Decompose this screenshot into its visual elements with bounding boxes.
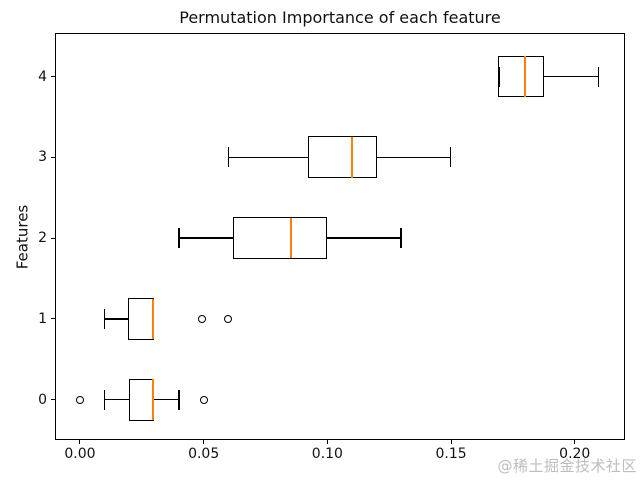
y-tick: [51, 318, 55, 320]
y-tick-label: 0: [38, 391, 47, 408]
x-tick: [574, 440, 576, 444]
median-line: [289, 217, 292, 259]
whisker-cap-high: [400, 228, 402, 249]
whisker-cap-high: [178, 389, 180, 410]
x-tick: [326, 440, 328, 444]
whisker-cap-low: [178, 228, 180, 249]
y-tick-label: 4: [38, 68, 47, 85]
x-tick-label: 0.10: [311, 446, 343, 462]
watermark: @稀土掘金技术社区: [497, 457, 637, 475]
y-tick: [51, 399, 55, 401]
median-line: [350, 137, 353, 178]
boxplot-feature-0: [128, 378, 154, 421]
y-tick-label: 2: [38, 230, 47, 247]
whisker-low-line: [104, 398, 130, 401]
y-tick: [51, 156, 55, 158]
median-line: [151, 379, 154, 420]
whisker-high-line: [152, 398, 179, 401]
y-tick: [51, 237, 55, 239]
x-tick: [203, 440, 205, 444]
whisker-low-line: [178, 237, 234, 239]
whisker-cap-low: [104, 308, 106, 329]
median-line: [524, 56, 527, 97]
chart-title: Permutation Importance of each feature: [179, 8, 501, 27]
whisker-high-line: [326, 237, 401, 239]
y-tick: [51, 76, 55, 78]
x-tick-label: 0.05: [188, 446, 220, 462]
median-line: [151, 298, 154, 340]
boxplot-feature-1: [127, 297, 154, 340]
outlier-marker: [75, 395, 84, 404]
boxplot-feature-3: [308, 136, 377, 179]
x-tick: [79, 440, 81, 444]
outlier-marker: [224, 314, 233, 323]
x-tick-label: 0.20: [559, 446, 591, 462]
boxplot-feature-4: [498, 55, 544, 98]
whisker-cap-high: [598, 66, 600, 87]
whisker-low-line: [104, 318, 129, 320]
x-tick-label: 0.00: [64, 446, 96, 462]
x-tick-label: 0.15: [435, 446, 467, 462]
whisker-low-line: [228, 156, 309, 159]
y-tick-label: 3: [38, 149, 47, 166]
x-tick: [450, 440, 452, 444]
whisker-cap-low: [227, 147, 230, 168]
plot-area: [55, 33, 625, 440]
whisker-high-line: [542, 75, 599, 78]
outlier-marker: [198, 314, 207, 323]
whisker-high-line: [376, 156, 451, 159]
outlier-marker: [199, 395, 208, 404]
boxplot-feature-2: [233, 217, 328, 259]
whisker-cap-low: [104, 389, 106, 410]
whisker-cap-high: [449, 147, 452, 168]
y-tick-label: 1: [38, 310, 47, 327]
